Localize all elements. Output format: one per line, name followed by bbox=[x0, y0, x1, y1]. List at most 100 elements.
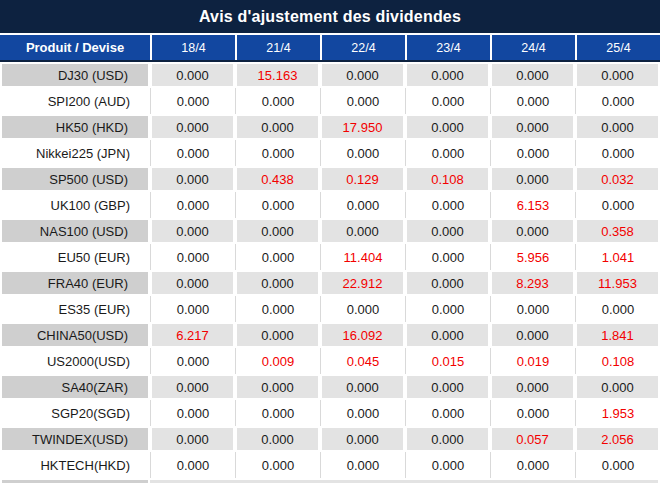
value-cell: 0.000 bbox=[490, 452, 575, 478]
value-cell: 0.000 bbox=[150, 426, 235, 452]
table-header-row: Produit / Devise 18/421/422/423/424/425/… bbox=[0, 35, 660, 62]
value-cell: 16.092 bbox=[320, 322, 405, 348]
value-cell: 0.000 bbox=[490, 62, 575, 88]
value-cell: 0.000 bbox=[235, 374, 320, 400]
value-cell: 0.000 bbox=[150, 88, 235, 114]
value-cell: 0.000 bbox=[405, 88, 490, 114]
column-header-date: 22/4 bbox=[320, 35, 405, 60]
product-cell: US2000(USD) bbox=[0, 348, 150, 374]
value-cell: 0.015 bbox=[405, 348, 490, 374]
value-cell: 0.438 bbox=[235, 166, 320, 192]
value-cell: 0.000 bbox=[405, 400, 490, 426]
value-cell: 0.000 bbox=[405, 62, 490, 88]
value-cell: 0.000 bbox=[575, 374, 660, 400]
table-row: US2000(USD)0.0000.0090.0450.0150.0190.10… bbox=[0, 348, 660, 374]
value-cell: 0.000 bbox=[150, 296, 235, 322]
table-row: DJ30 (USD)0.00015.1630.0000.0000.0000.00… bbox=[0, 62, 660, 88]
column-header-date: 18/4 bbox=[150, 35, 235, 60]
product-cell: UK100 (GBP) bbox=[0, 192, 150, 218]
value-cell: 0.108 bbox=[405, 166, 490, 192]
table-row: ES35 (EUR)0.0000.0000.0000.0000.0000.000 bbox=[0, 296, 660, 322]
value-cell: 0.000 bbox=[235, 270, 320, 296]
value-cell: 0.000 bbox=[150, 452, 235, 478]
value-cell: 0.000 bbox=[235, 140, 320, 166]
value-cell: 0.045 bbox=[320, 348, 405, 374]
value-cell: 0.000 bbox=[320, 296, 405, 322]
value-cell: 0.000 bbox=[405, 322, 490, 348]
value-cell: 0.000 bbox=[235, 452, 320, 478]
table-row: TWINDEX(USD)0.0000.0000.0000.0000.0572.0… bbox=[0, 426, 660, 452]
value-cell: 1.041 bbox=[575, 244, 660, 270]
table-row: EU50 (EUR)0.0000.00011.4040.0005.9561.04… bbox=[0, 244, 660, 270]
value-cell: 0.000 bbox=[235, 114, 320, 140]
value-cell: 0.000 bbox=[405, 452, 490, 478]
product-cell: TWINDEX(USD) bbox=[0, 426, 150, 452]
value-cell: 0.000 bbox=[405, 114, 490, 140]
value-cell: 0.000 bbox=[575, 296, 660, 322]
value-cell: 8.293 bbox=[490, 270, 575, 296]
value-cell: 0.000 bbox=[235, 400, 320, 426]
value-cell: 0.000 bbox=[490, 218, 575, 244]
value-cell: 0.000 bbox=[150, 244, 235, 270]
table-row: NAS100 (USD)0.0000.0000.0000.0000.0000.3… bbox=[0, 218, 660, 244]
column-header-date: 25/4 bbox=[575, 35, 660, 60]
value-cell: 0.000 bbox=[490, 166, 575, 192]
value-cell: 0.000 bbox=[150, 114, 235, 140]
product-cell: DJ30 (USD) bbox=[0, 62, 150, 88]
value-cell: 0.000 bbox=[150, 62, 235, 88]
value-cell: 15.163 bbox=[235, 62, 320, 88]
value-cell: 0.000 bbox=[235, 244, 320, 270]
table-row: SGP20(SGD)0.0000.0000.0000.0000.0001.953 bbox=[0, 400, 660, 426]
value-cell: 0.000 bbox=[405, 140, 490, 166]
product-cell: SPI200 (AUD) bbox=[0, 88, 150, 114]
table-bottom-strip bbox=[0, 478, 660, 483]
value-cell: 0.000 bbox=[150, 166, 235, 192]
value-cell: 0.000 bbox=[405, 374, 490, 400]
value-cell: 0.000 bbox=[320, 140, 405, 166]
value-cell: 0.000 bbox=[150, 400, 235, 426]
value-cell: 5.956 bbox=[490, 244, 575, 270]
page-title: Avis d'ajustement des dividendes bbox=[0, 0, 660, 33]
product-cell: HK50 (HKD) bbox=[0, 114, 150, 140]
value-cell: 17.950 bbox=[320, 114, 405, 140]
value-cell: 0.009 bbox=[235, 348, 320, 374]
column-header-date: 24/4 bbox=[490, 35, 575, 60]
value-cell: 0.000 bbox=[150, 348, 235, 374]
value-cell: 0.000 bbox=[150, 218, 235, 244]
table-row: HK50 (HKD)0.0000.00017.9500.0000.0000.00… bbox=[0, 114, 660, 140]
value-cell: 0.000 bbox=[320, 88, 405, 114]
value-cell: 0.000 bbox=[575, 88, 660, 114]
value-cell: 0.000 bbox=[235, 192, 320, 218]
column-header-date: 21/4 bbox=[235, 35, 320, 60]
value-cell: 0.000 bbox=[235, 296, 320, 322]
value-cell: 0.000 bbox=[320, 426, 405, 452]
product-cell: CHINA50(USD) bbox=[0, 322, 150, 348]
value-cell: 1.841 bbox=[575, 322, 660, 348]
table-row: CHINA50(USD)6.2170.00016.0920.0000.0001.… bbox=[0, 322, 660, 348]
value-cell: 0.032 bbox=[575, 166, 660, 192]
value-cell: 0.000 bbox=[150, 192, 235, 218]
value-cell: 0.000 bbox=[320, 192, 405, 218]
table-row: Nikkei225 (JPN)0.0000.0000.0000.0000.000… bbox=[0, 140, 660, 166]
value-cell: 0.000 bbox=[320, 62, 405, 88]
value-cell: 0.108 bbox=[575, 348, 660, 374]
value-cell: 0.000 bbox=[490, 114, 575, 140]
value-cell: 0.000 bbox=[405, 192, 490, 218]
value-cell: 0.000 bbox=[235, 322, 320, 348]
value-cell: 22.912 bbox=[320, 270, 405, 296]
value-cell: 0.000 bbox=[235, 426, 320, 452]
product-cell: SGP20(SGD) bbox=[0, 400, 150, 426]
value-cell: 6.153 bbox=[490, 192, 575, 218]
value-cell: 0.000 bbox=[150, 374, 235, 400]
value-cell: 0.000 bbox=[490, 322, 575, 348]
value-cell: 0.000 bbox=[575, 452, 660, 478]
value-cell: 0.000 bbox=[320, 218, 405, 244]
value-cell: 0.000 bbox=[490, 88, 575, 114]
value-cell: 0.000 bbox=[320, 374, 405, 400]
table-row: UK100 (GBP)0.0000.0000.0000.0006.1530.00… bbox=[0, 192, 660, 218]
value-cell: 6.217 bbox=[150, 322, 235, 348]
value-cell: 0.358 bbox=[575, 218, 660, 244]
value-cell: 0.000 bbox=[405, 218, 490, 244]
bottom-strip-values-segment bbox=[150, 478, 660, 483]
value-cell: 0.000 bbox=[320, 452, 405, 478]
